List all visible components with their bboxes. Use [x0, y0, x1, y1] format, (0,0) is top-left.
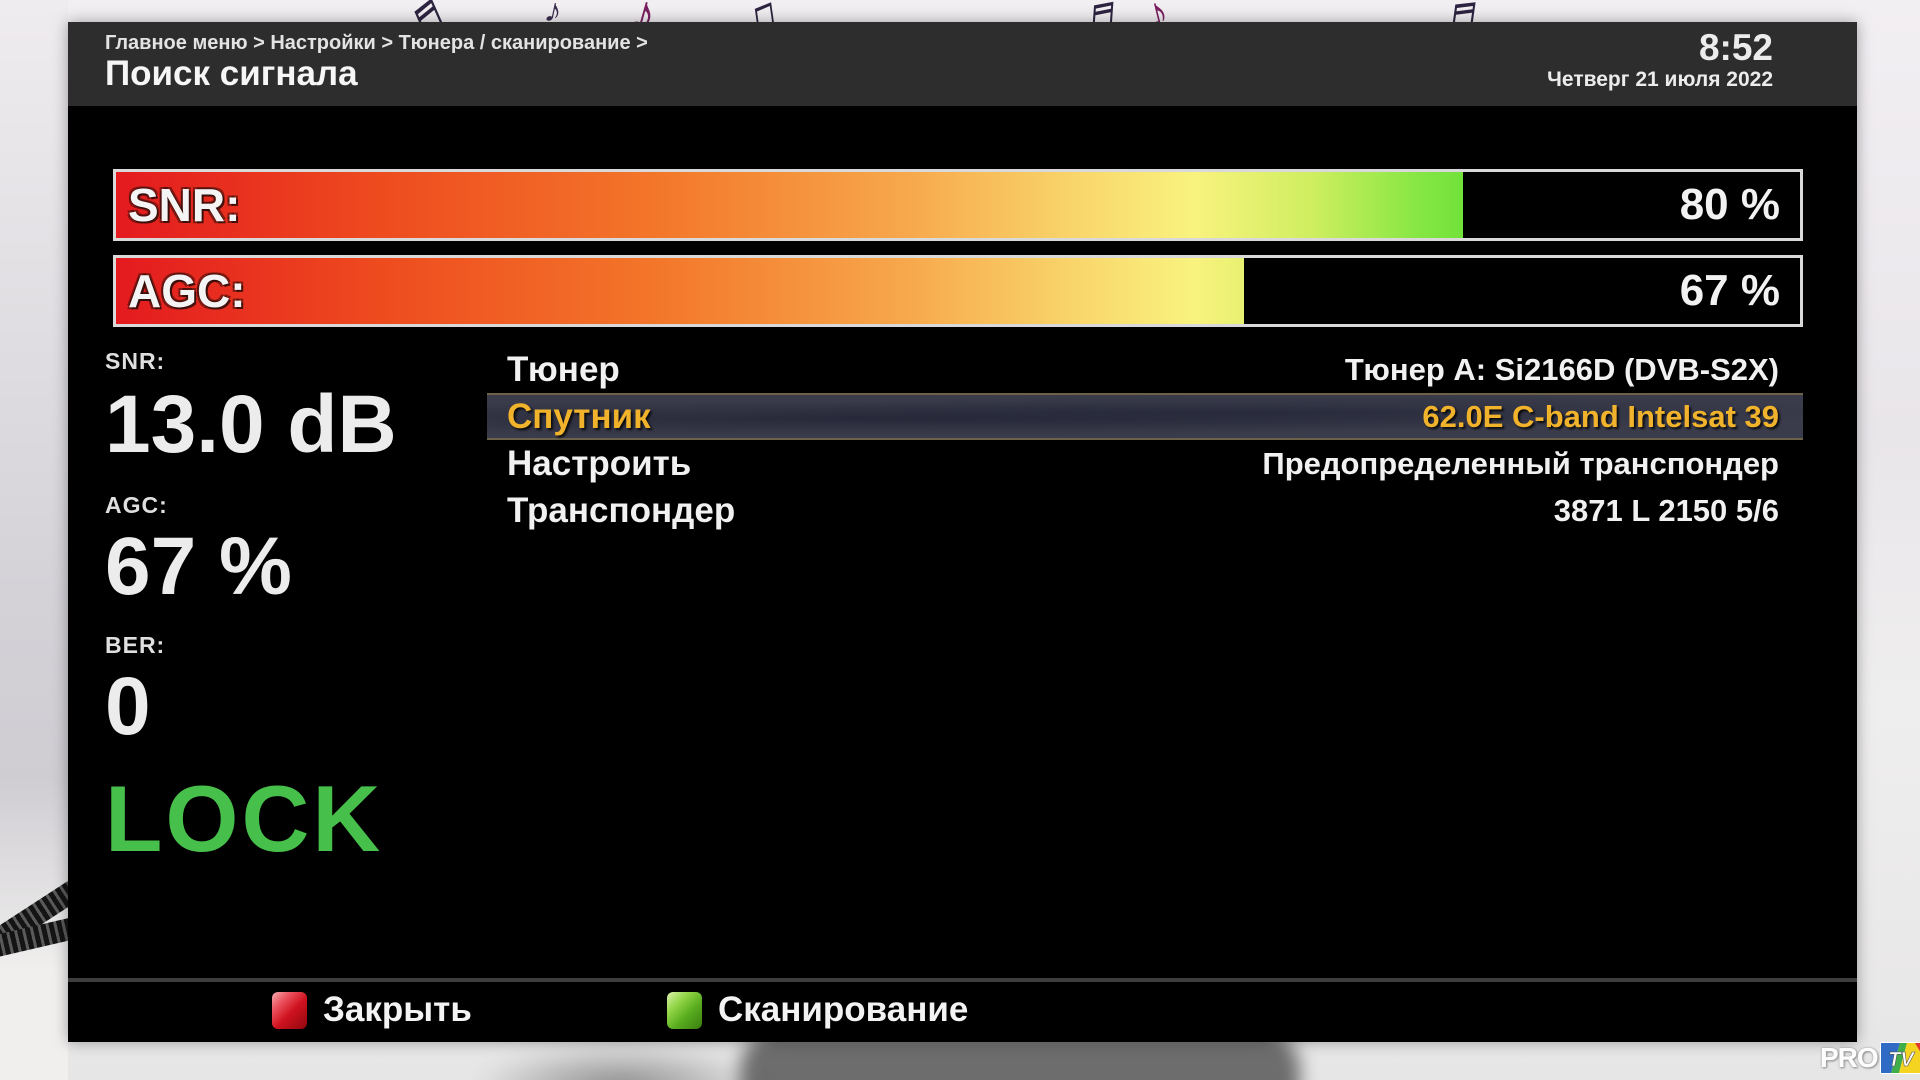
scan-button[interactable]: Сканирование — [667, 989, 968, 1031]
scan-button-label: Сканирование — [718, 990, 969, 1029]
snr-bar-label: SNR: — [128, 179, 241, 231]
ber-stat-label: BER: — [105, 632, 166, 658]
pro-tv-text: PRO — [1820, 1042, 1879, 1073]
page-title: Поиск сигнала — [105, 54, 358, 93]
snr-stat-label: SNR: — [105, 348, 166, 374]
menu-item-value: 62.0E C-band Intelsat 39 — [1422, 399, 1779, 434]
menu-item-label: Транспондер — [507, 491, 736, 530]
snr-bar-value: 80 % — [1679, 180, 1780, 229]
agc-signal-bar: AGC: 67 % — [113, 255, 1803, 327]
snr-bar-mask — [1463, 172, 1800, 238]
menu-row-satellite[interactable]: Спутник 62.0E C-band Intelsat 39 — [487, 393, 1803, 440]
menu-item-label: Тюнер — [507, 350, 620, 389]
svg-text:TV: TV — [1888, 1049, 1915, 1071]
menu-item-label: Спутник — [507, 397, 651, 436]
close-button-label: Закрыть — [323, 990, 472, 1029]
settings-menu: Тюнер Тюнер A: Si2166D (DVB-S2X) Спутник… — [487, 346, 1803, 534]
agc-bar-label: AGC: — [128, 265, 246, 317]
menu-row-transponder[interactable]: Транспондер 3871 L 2150 5/6 — [487, 487, 1803, 534]
agc-bar-value: 67 % — [1679, 266, 1780, 315]
header-bar: Главное меню > Настройки > Тюнера / скан… — [68, 22, 1857, 106]
menu-item-value: Тюнер A: Si2166D (DVB-S2X) — [1344, 352, 1779, 387]
snr-signal-bar: SNR: 80 % — [113, 169, 1803, 241]
date-display: Четверг 21 июля 2022 — [1547, 68, 1773, 91]
agc-stat-label: AGC: — [105, 492, 168, 518]
ber-stat-value: 0 — [105, 661, 151, 752]
headphones-shadow — [470, 1042, 770, 1080]
clock-block: 8:52 Четверг 21 июля 2022 — [1547, 28, 1773, 92]
signal-search-panel: Главное меню > Настройки > Тюнера / скан… — [68, 22, 1857, 1042]
menu-item-label: Настроить — [507, 444, 692, 483]
breadcrumb: Главное меню > Настройки > Тюнера / скан… — [105, 32, 648, 54]
menu-row-tuner[interactable]: Тюнер Тюнер A: Si2166D (DVB-S2X) — [487, 346, 1803, 393]
pro-tv-logo-icon: TV — [1879, 1042, 1920, 1074]
agc-stat-value: 67 % — [105, 521, 292, 612]
close-button[interactable]: Закрыть — [272, 989, 472, 1031]
agc-bar-mask — [1244, 258, 1800, 324]
menu-item-value: 3871 L 2150 5/6 — [1553, 493, 1779, 528]
snr-stat-value: 13.0 dB — [105, 379, 397, 470]
lock-status-badge: LOCK — [105, 766, 384, 871]
green-remote-button-icon — [667, 991, 702, 1029]
footer-divider — [68, 978, 1857, 982]
red-remote-button-icon — [272, 991, 307, 1029]
menu-item-value: Предопределенный транспондер — [1262, 446, 1779, 481]
menu-row-configure[interactable]: Настроить Предопределенный транспондер — [487, 440, 1803, 487]
time-display: 8:52 — [1698, 27, 1773, 68]
pro-tv-watermark: PRO TV — [1820, 1042, 1920, 1074]
